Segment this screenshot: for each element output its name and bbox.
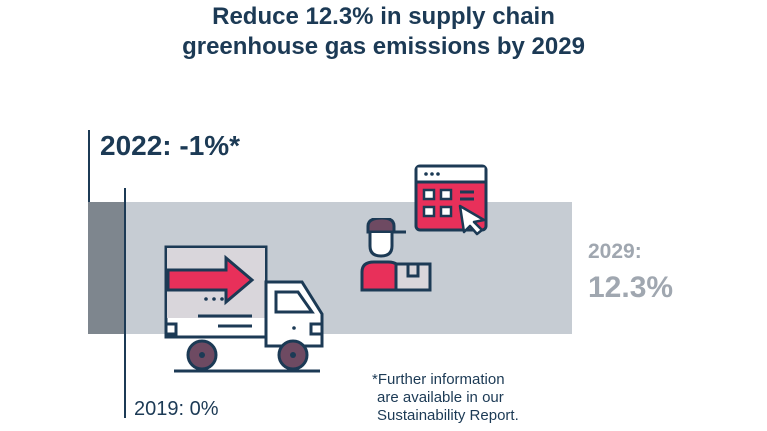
footnote: *Further information are available in ou… — [372, 371, 519, 424]
progress-bar-2022 — [88, 202, 124, 334]
page-title: Reduce 12.3% in supply chain greenhouse … — [182, 3, 585, 60]
label-2022: 2022: -1%* — [100, 130, 241, 161]
label-2029: 2029: 12.3% — [588, 240, 674, 304]
marker-line-2022 — [88, 130, 90, 202]
web-order-grid-icon — [414, 164, 488, 236]
delivery-truck-icon — [164, 245, 324, 373]
baseline-line-2019 — [124, 188, 126, 418]
courier-person-icon — [360, 218, 432, 292]
label-2019: 2019: 0% — [134, 398, 219, 420]
